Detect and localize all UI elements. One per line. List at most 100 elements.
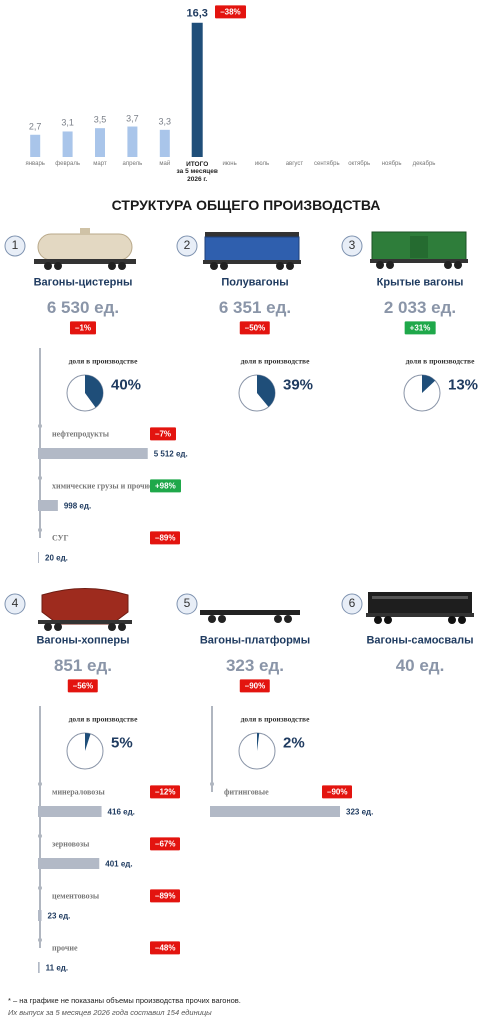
footnote: Их выпуск за 5 месяцев 2026 года состави… <box>8 1008 212 1017</box>
item-bar <box>38 858 100 869</box>
number-circle <box>4 593 26 615</box>
pie-wedge <box>257 733 260 751</box>
change-badge: –90% <box>239 679 271 693</box>
share-value: 5% <box>111 734 133 752</box>
value-label: 2,7 <box>28 121 42 132</box>
item-value: 998 ед. <box>63 501 92 511</box>
value-label: 3,3 <box>158 116 172 127</box>
item-name: фитинговые <box>224 787 269 797</box>
item-value: 23 ед. <box>47 911 71 921</box>
pie-wedge <box>85 733 91 751</box>
x-tick-label: март <box>93 161 107 167</box>
pie-wedge <box>257 375 275 407</box>
change-badge: –89% <box>150 531 181 545</box>
item-bar <box>38 500 58 511</box>
item-name: СУГ <box>52 533 69 543</box>
number-circle <box>4 235 26 257</box>
change-badge: –67% <box>150 837 181 851</box>
connector-dot <box>38 782 42 786</box>
change-badge: –7% <box>150 427 177 441</box>
change-badge: –48% <box>150 941 181 955</box>
x-tick-label: апрель <box>122 161 143 167</box>
item-name: прочие <box>52 943 78 953</box>
card-name: Крытые вагоны <box>376 276 464 289</box>
change-badge: –56% <box>67 679 99 693</box>
hopper-wagon <box>38 588 132 631</box>
x-tick-label: сентябрь <box>314 161 340 167</box>
item-bar <box>38 448 148 459</box>
connector-dot <box>210 782 214 786</box>
item-value: 401 ед. <box>105 859 133 869</box>
flat-wagon <box>200 610 300 623</box>
change-badge: –89% <box>150 889 181 903</box>
change-badge: –38% <box>215 5 246 19</box>
bar <box>127 126 138 157</box>
bar <box>95 128 105 157</box>
card-number: 5 <box>183 596 191 611</box>
item-value: 416 ед. <box>107 807 135 817</box>
item-value: 5 512 ед. <box>153 449 188 459</box>
bar <box>191 22 203 157</box>
x-tick-label: январь <box>25 161 45 167</box>
card-count: 2 033 ед. <box>383 298 457 318</box>
connector-dot <box>38 424 42 428</box>
card-number: 4 <box>11 596 19 611</box>
item-value: 11 ед. <box>45 963 69 973</box>
item-bar <box>38 962 40 973</box>
card-name: Вагоны-платформы <box>199 634 311 647</box>
value-label: 16,3 <box>186 7 208 20</box>
item-name: нефтепродукты <box>52 429 109 439</box>
number-circle <box>341 593 363 615</box>
item-value: 323 ед. <box>346 807 374 817</box>
value-label: 3,7 <box>126 113 139 124</box>
card-count: 6 530 ед. <box>46 298 120 318</box>
connector-dot <box>38 938 42 942</box>
number-circle <box>176 235 198 257</box>
share-label: доля в производстве <box>240 714 310 724</box>
bar <box>30 134 41 157</box>
value-label: 3,5 <box>93 114 107 125</box>
card-name: Вагоны-цистерны <box>33 276 133 289</box>
x-tick-label: июль <box>254 161 270 167</box>
x-tick-label: июнь <box>222 161 237 167</box>
bar <box>62 131 73 157</box>
x-tick-label: декабрь <box>412 161 436 167</box>
tank-wagon <box>34 228 136 270</box>
card-count: 6 351 ед. <box>218 298 292 318</box>
change-badge: –50% <box>239 321 271 335</box>
share-value: 13% <box>448 376 479 394</box>
number-circle <box>176 593 198 615</box>
item-name: химические грузы и прочие <box>52 481 153 491</box>
x-tick-label: август <box>285 161 304 167</box>
x-tick-label: ИТОГО за 5 месяцев 2026 г. <box>176 161 218 183</box>
number-circle <box>341 235 363 257</box>
change-badge: –1% <box>69 321 97 335</box>
change-badge: +31% <box>404 321 436 335</box>
connector-dot <box>38 528 42 532</box>
boxcar-wagon <box>370 231 468 269</box>
x-tick-label: май <box>159 161 171 167</box>
dump-wagon <box>366 592 474 624</box>
card-count: 40 ед. <box>395 656 445 676</box>
x-tick-label: ноябрь <box>381 161 402 167</box>
item-bar <box>210 806 340 817</box>
item-bar <box>38 552 39 563</box>
item-name: минераловозы <box>52 787 105 797</box>
share-value: 40% <box>111 376 142 394</box>
pie-wedge <box>422 375 436 393</box>
card-name: Полувагоны <box>221 276 289 289</box>
share-label: доля в производстве <box>240 356 310 366</box>
change-badge: –90% <box>322 785 353 799</box>
item-name: зерновозы <box>52 839 90 849</box>
card-number: 1 <box>11 238 19 253</box>
connector-dot <box>38 476 42 480</box>
card-number: 3 <box>348 238 356 253</box>
card-name: Вагоны-хопперы <box>36 634 130 647</box>
section-title: СТРУКТУРА ОБЩЕГО ПРОИЗВОДСТВА <box>111 196 381 213</box>
share-value: 39% <box>283 376 314 394</box>
connector-dot <box>38 834 42 838</box>
share-label: доля в производстве <box>68 356 138 366</box>
card-name: Вагоны-самосвалы <box>366 634 474 647</box>
